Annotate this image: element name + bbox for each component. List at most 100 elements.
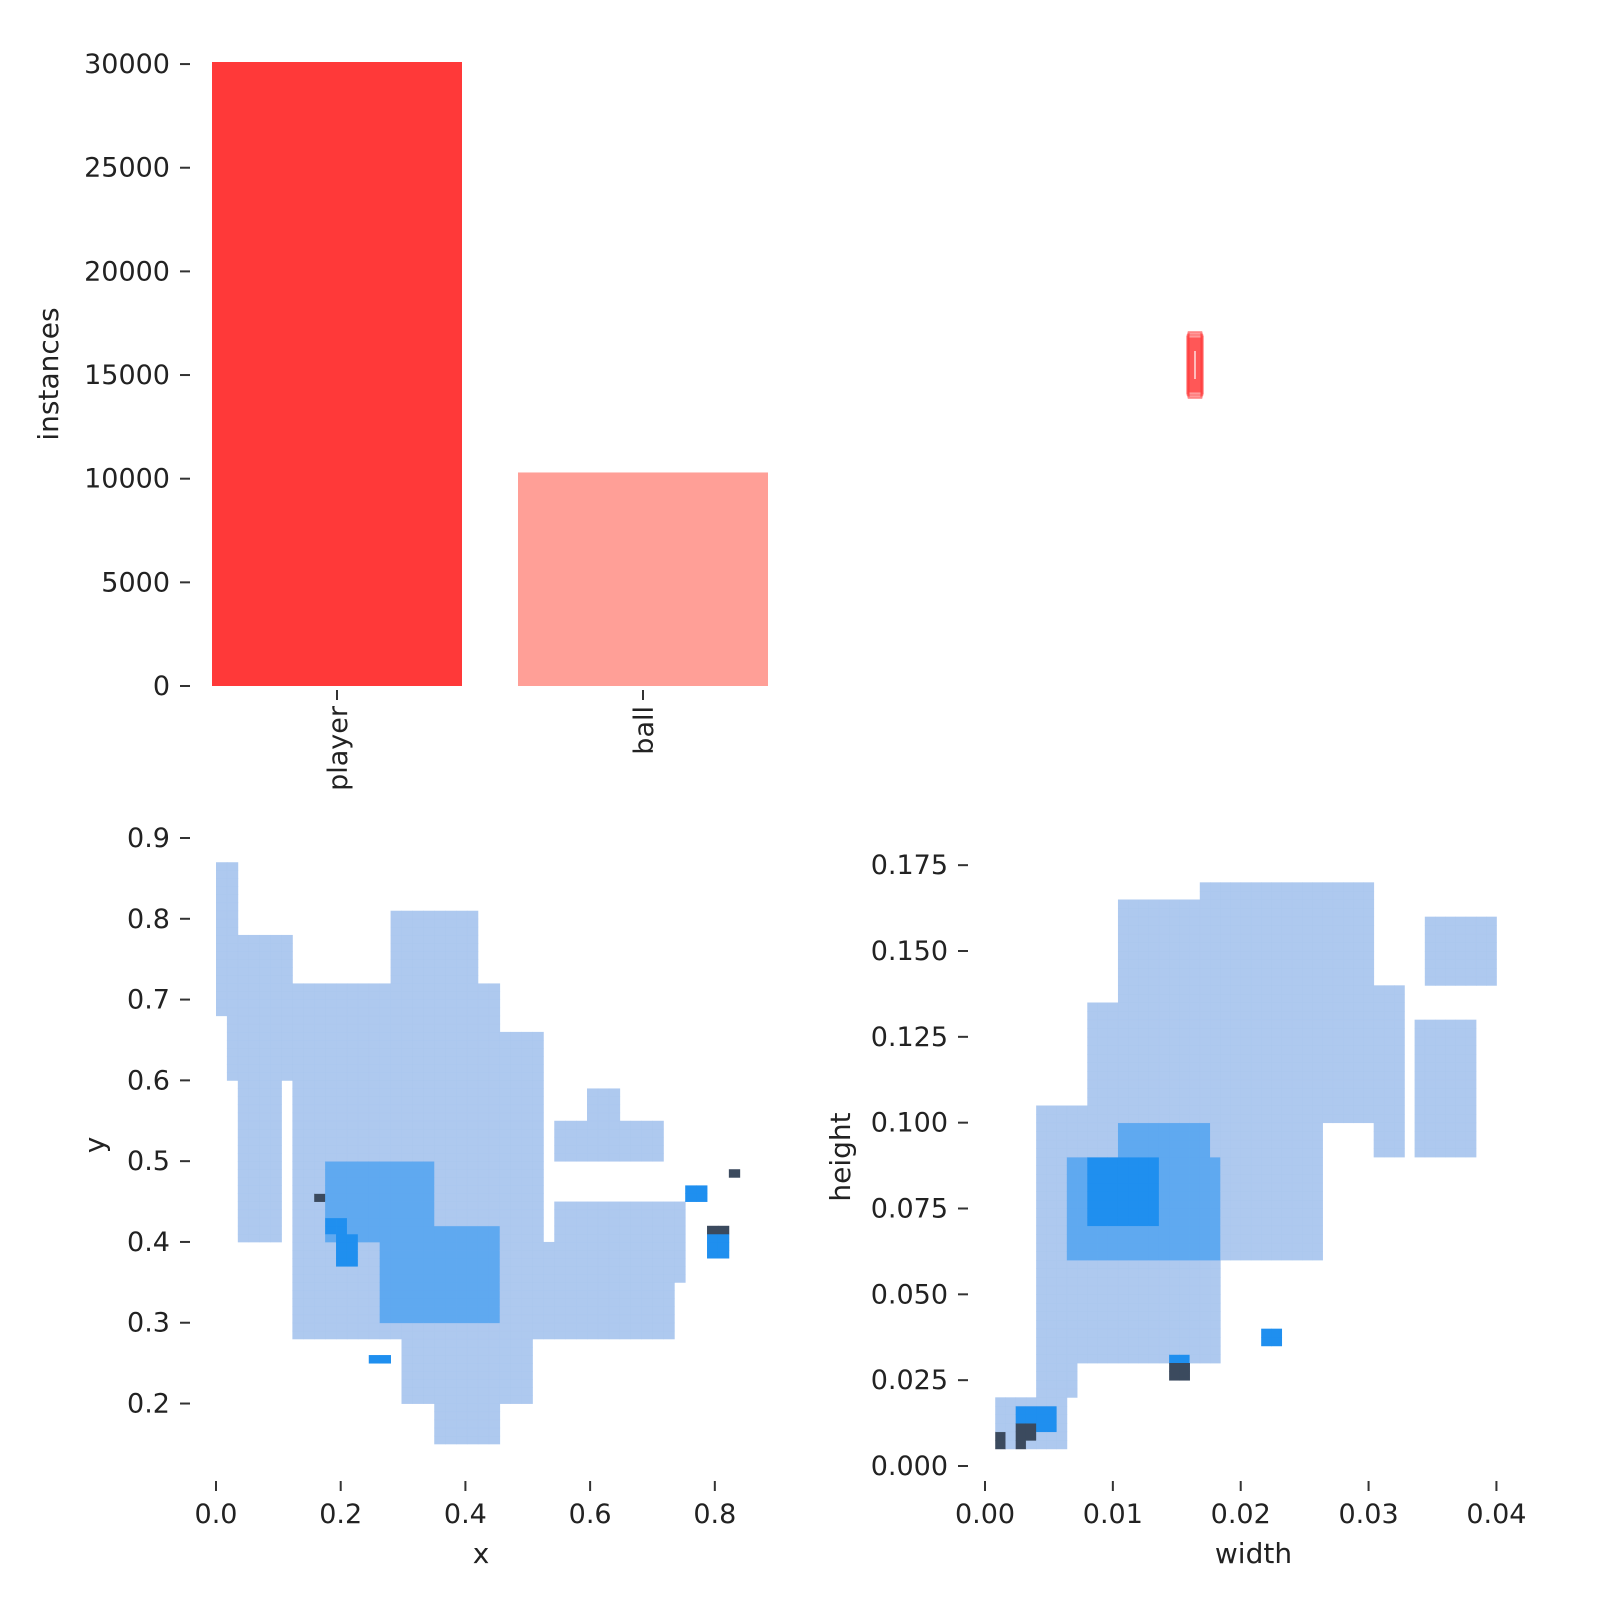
histogram-cell [456,1419,468,1429]
histogram-cell [1199,1019,1211,1029]
histogram-cell [1363,1054,1375,1063]
histogram-cell [303,1274,315,1283]
histogram-cell [1087,1199,1098,1209]
histogram-cell [281,999,293,1009]
histogram-cell [576,1258,588,1267]
histogram-cell [1117,1096,1129,1106]
histogram-cell [1445,925,1456,935]
histogram-cell [357,1015,370,1025]
histogram-cell [292,1080,304,1089]
histogram-cell [1179,968,1190,978]
histogram-cell [641,1128,653,1138]
histogram-cell [466,1096,479,1106]
histogram-cell [466,1145,479,1154]
histogram-cell [608,1274,621,1283]
histogram-cell [1424,1045,1436,1055]
histogram-cell [368,1274,381,1283]
histogram-cell [1138,1208,1150,1218]
histogram-cell [390,934,402,944]
histogram-cell [390,1080,402,1089]
histogram-cell [630,1120,642,1130]
histogram-cell [1240,1088,1252,1098]
histogram-cell [1199,1157,1211,1166]
histogram-cell [1343,976,1354,986]
histogram-cell [587,1104,599,1114]
histogram-cell [270,1015,282,1025]
histogram-cell [1128,1294,1139,1304]
histogram-cell [1199,1096,1211,1106]
histogram-cell [532,1290,544,1299]
histogram-cell [336,1080,348,1089]
histogram-cell [226,902,239,912]
histogram-cell [237,1072,250,1081]
histogram-cell [1302,933,1313,943]
histogram-cell [1189,1036,1201,1046]
histogram-cell [1158,1199,1170,1209]
histogram-cell [1220,1122,1231,1132]
histogram-cell [1128,1328,1139,1338]
histogram-cell [1066,1302,1078,1312]
histogram-cell [1322,882,1334,892]
histogram-cell [466,1427,479,1437]
histogram-cell [1056,1234,1068,1244]
histogram-cell [1066,1363,1078,1372]
histogram-cell [434,1161,446,1170]
histogram-cell [466,1419,479,1429]
histogram-cell [1077,1311,1088,1321]
histogram-cell [630,1145,642,1154]
histogram-cell [1271,1071,1283,1081]
histogram-cell [1414,1096,1426,1106]
histogram-cell [259,1064,271,1073]
histogram-cell [1087,1028,1098,1038]
histogram-cell [1271,1054,1283,1063]
histogram-cell [445,1007,457,1017]
histogram-cell [1373,1028,1385,1038]
histogram-cell [445,1387,457,1396]
histogram-cell [477,1023,490,1033]
histogram-cell [641,1330,653,1340]
x-tick-label: 0.02 [1211,1499,1271,1530]
histogram-cell [303,1298,315,1307]
histogram-cell [292,1153,304,1162]
histogram-cell [346,1201,359,1211]
histogram-cell [1240,1019,1252,1029]
histogram-cell [270,1153,282,1162]
histogram-cell [1107,1199,1119,1209]
histogram-cell [1199,1002,1211,1012]
histogram-cell [445,1403,457,1413]
histogram-cell [1148,1131,1160,1141]
histogram-cell [226,878,239,887]
histogram-cell [532,1185,544,1194]
histogram-cell [1148,1328,1160,1338]
histogram-cell [401,1064,413,1073]
histogram-cell [466,1161,479,1170]
histogram-cell [1383,985,1395,995]
histogram-cell [1240,925,1252,935]
histogram-cell [1373,1062,1385,1072]
histogram-cell [1046,1242,1057,1252]
histogram-cell [1046,1405,1057,1415]
histogram-cell [445,1072,457,1081]
histogram-cell [1312,942,1323,952]
histogram-cell [1097,1088,1109,1098]
histogram-cell [1312,951,1323,960]
histogram-cell [1169,1371,1180,1381]
histogram-cell [1087,1354,1098,1364]
histogram-cell [499,1177,512,1186]
histogram-cell [314,1274,326,1283]
histogram-cell [466,1411,479,1421]
histogram-cell [521,1363,533,1372]
histogram-cell [1148,1122,1160,1132]
histogram-cell [499,1250,512,1259]
histogram-cell [237,951,250,960]
histogram-cell [346,1056,359,1065]
histogram-cell [336,1153,348,1162]
histogram-cell [401,1031,413,1041]
histogram-cell [401,959,413,968]
histogram-cell [1220,993,1231,1003]
histogram-cell [1046,1285,1057,1295]
histogram-cell [1261,1139,1272,1149]
histogram-cell [412,1128,424,1138]
histogram-cell [1107,1182,1119,1192]
histogram-cell [390,1136,402,1146]
